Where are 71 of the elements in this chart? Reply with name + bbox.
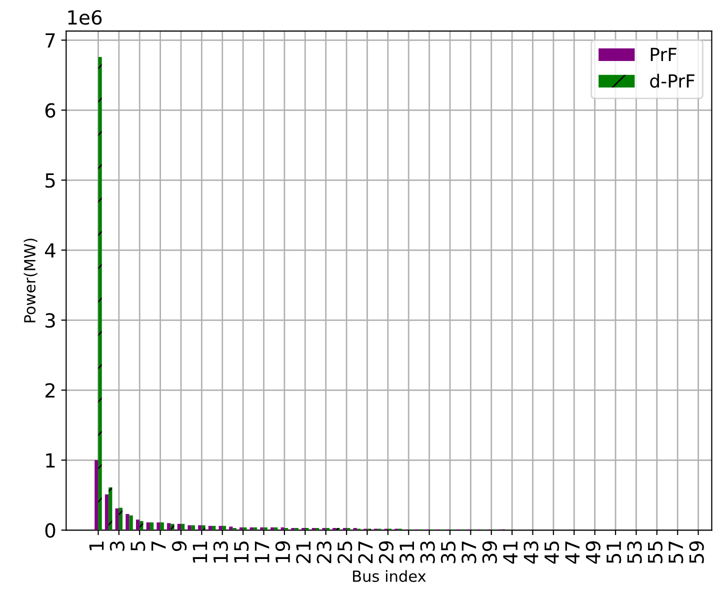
y-tick-label: 2 (45, 383, 54, 398)
legend-label: d-PrF (650, 74, 694, 88)
x-tick-label: 33 (420, 541, 435, 564)
bar (156, 522, 160, 530)
y-tick-label: 0 (45, 523, 56, 538)
bar (136, 520, 140, 530)
y-tick-label: 6 (45, 103, 56, 118)
x-tick-label: 53 (627, 541, 642, 564)
bar (146, 522, 150, 530)
x-tick-label: 43 (524, 541, 538, 564)
y-tick-label: 3 (46, 313, 55, 328)
x-tick-label: 15 (234, 542, 249, 562)
x-tick-label: 19 (275, 541, 290, 562)
x-tick-label: 37 (462, 542, 476, 564)
x-tick-label: 7 (151, 542, 166, 551)
bar (94, 460, 98, 530)
bar (191, 525, 195, 530)
x-tick-label: 51 (606, 542, 622, 564)
y-axis-title: Power(MW) (24, 238, 38, 322)
bar (170, 524, 174, 530)
x-tick-label: 21 (296, 542, 311, 564)
y-tick-label: 4 (45, 243, 56, 258)
x-tick-label: 45 (544, 542, 560, 564)
bar (150, 522, 154, 530)
x-tick-label: 29 (378, 541, 394, 564)
x-tick-label: 35 (440, 542, 456, 564)
x-tick-label: 59 (689, 541, 704, 564)
bar (115, 508, 119, 530)
x-tick-label: 55 (648, 542, 663, 564)
bar (208, 526, 212, 530)
bar (218, 526, 222, 530)
y-tick-label: 1 (46, 453, 55, 468)
x-tick-label: 31 (400, 542, 414, 564)
x-tick-label: 25 (337, 542, 352, 564)
bar (104, 494, 109, 530)
bar (188, 525, 192, 530)
text: 1e6 (68, 10, 102, 25)
bar (118, 508, 123, 530)
x-tick-label: 1 (89, 542, 104, 550)
bar (260, 527, 264, 530)
bar (140, 521, 144, 530)
bar (180, 524, 185, 530)
x-tick-label: 49 (586, 541, 600, 564)
x-tick-label: 23 (316, 541, 332, 564)
y-tick-label: 7 (46, 33, 55, 48)
x-tick-label: 17 (254, 542, 270, 562)
bar (98, 56, 102, 530)
x-tick-label: 47 (565, 542, 580, 564)
legend-label: PrF (650, 48, 676, 62)
bar (202, 525, 206, 530)
bar (212, 526, 216, 530)
x-tick-label: 9 (172, 541, 187, 552)
bar (126, 514, 130, 530)
bar (108, 487, 112, 530)
bar (229, 526, 233, 530)
x-tick-label: 39 (482, 541, 498, 564)
y-tick-label: 5 (46, 173, 55, 188)
x-tick-label: 5 (130, 542, 146, 551)
bar (198, 525, 202, 530)
bar (160, 522, 164, 530)
bar (177, 524, 181, 530)
x-tick-label: 11 (192, 542, 208, 562)
x-tick-label: 57 (668, 542, 684, 564)
x-tick-label: 13 (213, 541, 228, 562)
x-tick-label: 27 (358, 542, 373, 564)
bar (129, 515, 133, 530)
x-tick-label: 3 (110, 541, 125, 551)
x-tick-label: 41 (503, 542, 518, 564)
bar (167, 523, 171, 530)
bar (222, 526, 226, 530)
x-axis-title: Bus index (353, 570, 426, 582)
